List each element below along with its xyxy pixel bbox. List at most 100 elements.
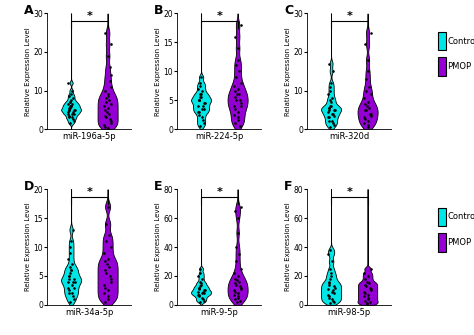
Point: [231, 280, 238, 286]
Point: [235, 290, 242, 296]
Text: *: *: [217, 187, 222, 197]
Point: [65, 288, 73, 293]
Point: [67, 239, 74, 244]
Point: [329, 111, 337, 116]
Point: [327, 270, 334, 276]
Point: [361, 101, 369, 107]
Point: [330, 283, 337, 289]
Point: [64, 111, 72, 116]
Point: [196, 83, 203, 88]
Point: [232, 244, 240, 250]
Point: [325, 279, 333, 284]
Point: [233, 278, 241, 283]
Point: [102, 221, 110, 226]
Point: [64, 101, 72, 107]
Point: [365, 292, 372, 297]
Point: [70, 111, 78, 116]
Point: [196, 124, 204, 129]
Point: [69, 117, 77, 122]
Point: [230, 292, 238, 297]
Text: *: *: [217, 11, 222, 21]
Point: [65, 276, 73, 281]
Point: [196, 299, 204, 305]
Point: [230, 270, 238, 276]
Point: [234, 295, 241, 300]
Point: [367, 30, 375, 36]
Point: [197, 92, 204, 97]
Point: [102, 95, 110, 101]
Point: [236, 283, 244, 289]
Point: [64, 80, 72, 85]
Point: [326, 266, 333, 271]
Point: [201, 100, 209, 106]
Point: [101, 113, 109, 118]
Point: [199, 296, 207, 302]
Point: [100, 250, 108, 256]
Point: [67, 267, 74, 273]
Point: [201, 288, 209, 293]
Point: [328, 111, 336, 116]
Point: [102, 239, 109, 244]
Point: [69, 293, 77, 299]
Point: [104, 293, 112, 299]
Point: [329, 298, 337, 303]
Point: [364, 69, 372, 74]
Bar: [438, 32, 446, 50]
Point: [101, 88, 109, 93]
Text: Control: Control: [447, 212, 474, 221]
Point: [331, 285, 338, 290]
Point: [327, 301, 334, 306]
Point: [235, 279, 243, 284]
Point: [235, 115, 242, 120]
Point: [362, 88, 370, 93]
Point: [67, 97, 74, 103]
Point: [104, 105, 111, 111]
Point: [234, 46, 242, 51]
Point: [198, 295, 206, 300]
Point: [66, 99, 74, 105]
X-axis label: miR-9-5p: miR-9-5p: [201, 308, 238, 317]
Point: [364, 99, 371, 105]
Point: [69, 279, 76, 284]
Text: *: *: [86, 11, 92, 21]
Point: [367, 266, 374, 271]
Point: [365, 105, 373, 111]
Point: [195, 112, 202, 117]
Point: [194, 109, 201, 114]
Point: [107, 276, 115, 281]
Point: [201, 298, 208, 303]
Point: [328, 273, 335, 279]
Point: [330, 113, 337, 118]
Point: [107, 42, 114, 47]
Point: [195, 285, 202, 290]
Point: [237, 285, 245, 290]
Point: [195, 286, 203, 292]
Point: [232, 63, 240, 68]
Point: [325, 105, 333, 111]
Point: [237, 22, 245, 28]
Point: [67, 103, 75, 109]
Point: [365, 280, 373, 286]
Y-axis label: Relative Expression Level: Relative Expression Level: [155, 203, 161, 291]
Point: [107, 279, 115, 284]
Point: [67, 103, 74, 109]
Point: [70, 276, 77, 281]
Text: D: D: [24, 180, 34, 193]
Point: [198, 290, 206, 296]
Point: [67, 267, 75, 273]
Text: *: *: [346, 187, 352, 197]
Bar: [438, 208, 446, 226]
Point: [100, 123, 108, 128]
Point: [197, 280, 204, 286]
Point: [69, 227, 77, 232]
Text: PMOP: PMOP: [447, 62, 472, 71]
Point: [64, 285, 72, 290]
Y-axis label: Relative Expression Level: Relative Expression Level: [25, 203, 31, 291]
Point: [234, 86, 241, 91]
Point: [70, 107, 77, 113]
Point: [196, 270, 203, 276]
Point: [324, 286, 331, 292]
Y-axis label: Relative Expression Level: Relative Expression Level: [285, 27, 291, 116]
Point: [101, 30, 109, 36]
Point: [71, 107, 78, 113]
